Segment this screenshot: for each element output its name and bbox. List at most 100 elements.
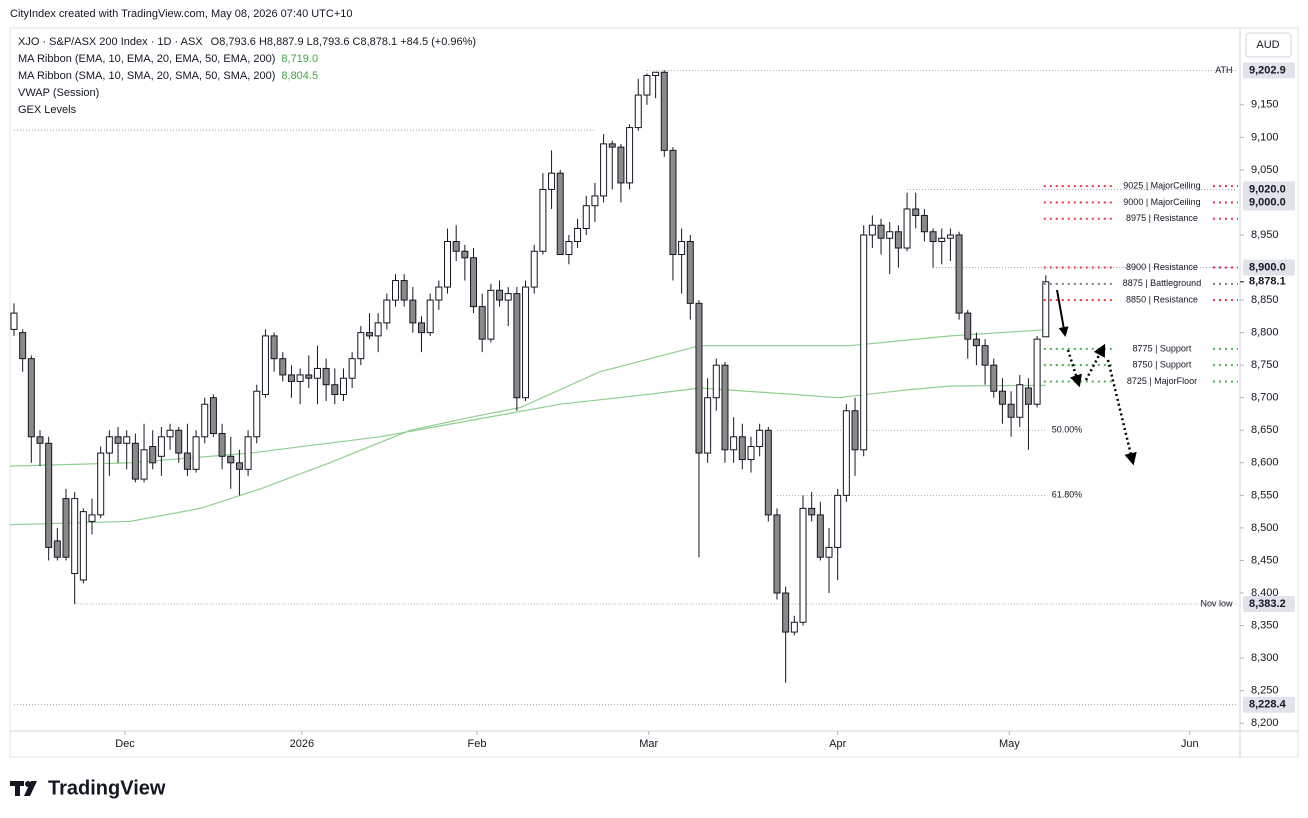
level-label: 8725 | MajorFloor [1127,376,1197,386]
legend-entry: GEX Levels [18,104,77,116]
candle-body [929,231,937,243]
candle-body [600,143,608,197]
candle-body [496,289,504,301]
candle-body [270,335,278,360]
candle-body [348,358,356,379]
candle-body [131,442,139,480]
candle-body [157,436,165,457]
candle-body [36,436,44,444]
ref-label: 61.80% [1052,490,1083,500]
candle-body [149,446,157,464]
candle-body [522,286,530,399]
candle-body [1024,387,1032,405]
candle-body [548,172,556,190]
candle-body [834,494,842,548]
candle-body [946,234,954,239]
candle-body [903,208,911,249]
candle-body [1042,281,1050,338]
candle-body [773,514,781,594]
candle-body [678,241,686,256]
candle-body [530,250,538,288]
candle-body [608,143,616,148]
logo: TradingView [48,777,166,799]
candle-body [660,71,668,151]
price-label: 8,878.1 [1249,276,1286,288]
y-tick-label: 8,450 [1251,554,1279,566]
y-tick-label: 8,850 [1251,294,1279,306]
candle-body [617,146,625,184]
candle-body [27,358,35,438]
candle-body [253,390,261,438]
legend-symbol: XJO · S&P/ASX 200 Index · 1D · ASX O8,793… [18,36,476,48]
candle-body [140,449,148,480]
candle-body [1007,403,1015,418]
candle-body [712,364,720,399]
ma-line [9,329,1046,526]
candle-body [894,231,902,249]
x-tick-label: Dec [115,738,135,750]
caption: CityIndex created with TradingView.com, … [10,8,353,20]
candle-body [123,436,131,444]
candle-body [409,299,417,324]
candle-body [339,377,347,395]
candle-body [201,403,209,438]
price-label: 9,020.0 [1249,183,1286,195]
candle-body [88,514,96,522]
legend-value: 8,719.0 [281,53,318,65]
price-label-box [1243,181,1295,198]
candle-body [279,358,287,376]
candle-body [192,436,200,470]
legend-entry: MA Ribbon (SMA, 10, SMA, 20, SMA, 50, SM… [18,70,318,82]
candle-body [45,442,53,548]
candle-body [244,436,252,470]
candle-body [365,332,373,337]
y-tick-label: 9,150 [1251,99,1279,111]
candle-body [730,436,738,451]
candle-body [877,224,885,239]
price-label: 8,383.2 [1249,598,1286,610]
candle-body [634,94,642,129]
symbol: XJO · S&P/ASX 200 Index · 1D · ASX [18,36,203,48]
level-label: 8775 | Support [1133,343,1192,353]
x-tick-label: Apr [829,738,846,750]
candle-body [686,241,694,304]
candle-body [721,364,729,451]
candle-body [53,540,61,558]
y-tick-label: 8,600 [1251,457,1279,469]
candle-body [175,429,183,454]
candle-body [1016,384,1024,418]
y-tick-label: 8,400 [1251,587,1279,599]
candle-body [955,234,963,314]
candle-body [19,332,27,360]
candle-body [261,335,269,395]
candle-body [998,390,1006,405]
candle-body [71,498,79,574]
y-tick-label: 8,950 [1251,229,1279,241]
candle-body [383,299,391,324]
price-label-box [1243,595,1295,612]
candle-body [808,507,816,516]
candle-body [227,455,235,464]
candle-body [435,286,443,301]
candle-body [470,257,478,308]
candle-body [816,514,824,558]
logo-icon [10,781,37,796]
candle-body [790,621,798,633]
price-label-box [1243,62,1295,79]
candle-body [374,322,382,337]
candle-body [452,241,460,252]
y-tick-label: 8,550 [1251,489,1279,501]
candle-body [981,345,989,366]
x-tick-label: 2026 [290,738,314,750]
candle-body [582,205,590,229]
currency[interactable]: AUD [1256,39,1279,51]
currency-box[interactable] [1245,32,1292,58]
price-label-box [1243,259,1295,276]
y-tick-label: 8,700 [1251,392,1279,404]
candle-body [938,237,946,243]
y-tick-label: 9,050 [1251,164,1279,176]
y-tick-label: 8,300 [1251,652,1279,664]
candle-body [964,312,972,340]
candle-body [79,511,87,581]
